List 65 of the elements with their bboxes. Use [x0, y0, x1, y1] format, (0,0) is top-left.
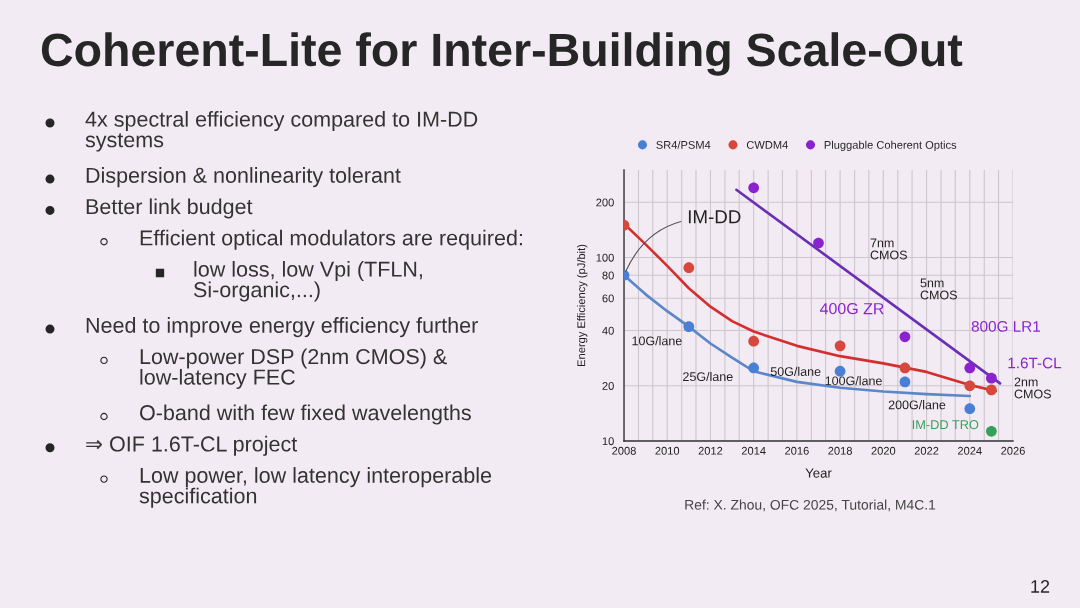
point — [748, 335, 760, 347]
series-label: IM-DD TRO — [912, 420, 979, 430]
annotation: 100G/lane — [825, 376, 882, 386]
point — [683, 262, 695, 274]
text: 2nm CMOS — [1014, 377, 1051, 399]
text: 4x spectral efficiency compared to IM-DD systems — [85, 111, 478, 152]
text: Coherent-Lite for Inter-Building Scale-Out — [41, 32, 963, 76]
text: low loss, low Vpi (TFLN, Si-organic,...) — [193, 261, 422, 302]
annotation: 200G/lane — [888, 400, 946, 410]
y-axis-title: Energy Efficiency (pJ/bit) — [577, 244, 588, 366]
annotation: 1.6T-CL — [1008, 357, 1062, 369]
point — [986, 425, 997, 437]
x-tick-label: 2018 — [828, 446, 852, 455]
y-tick-label: 200 — [596, 198, 614, 207]
point — [899, 331, 911, 343]
x-tick-label: 2012 — [698, 446, 723, 455]
point — [964, 403, 976, 415]
x-tick-label: 2016 — [785, 446, 809, 455]
point — [964, 380, 976, 392]
point — [986, 372, 997, 384]
point — [964, 362, 976, 374]
text: Ref: X. Zhou, OFC 2025, Tutorial, M4C.1 — [685, 499, 936, 512]
annotation: 5nm CMOS — [920, 278, 957, 300]
annotation: 400G ZR — [819, 302, 884, 315]
point — [986, 384, 997, 396]
text: Low-power DSP (2nm CMOS) & low-latency FEC — [140, 348, 447, 389]
text: 12 — [1031, 580, 1050, 593]
x-tick-label: 2014 — [741, 446, 766, 455]
point — [748, 182, 760, 194]
text: Efficient optical modulators are required: — [140, 229, 522, 250]
text: Need to improve energy efficiency further — [86, 317, 478, 338]
y-tick-label: 100 — [596, 253, 614, 262]
x-tick-label: 2024 — [957, 446, 982, 455]
y-tick-label: 80 — [602, 271, 614, 280]
y-tick-label: 40 — [602, 326, 614, 335]
x-tick-label: 2008 — [612, 446, 636, 455]
x-axis-title: Year — [805, 468, 832, 478]
x-tick-label: 2022 — [914, 446, 939, 455]
point — [834, 365, 846, 377]
point — [899, 362, 911, 374]
annotation: 7nm CMOS — [870, 238, 907, 260]
text: O-band with few fixed wavelengths — [140, 404, 471, 425]
x-tick-label: 2010 — [655, 446, 680, 455]
legend-label: Pluggable Coherent Optics — [824, 140, 957, 152]
point — [748, 362, 760, 374]
text: ⇒ OIF 1.6T-CL project — [86, 435, 298, 456]
y-tick-label: 10 — [602, 437, 614, 446]
text: Better link budget — [86, 198, 253, 219]
y-tick-label: 60 — [602, 294, 614, 303]
annotation: 50G/lane — [770, 366, 821, 376]
x-tick-label: 2026 — [1001, 446, 1025, 455]
annotation: 10G/lane — [632, 336, 682, 346]
point — [813, 237, 824, 249]
annotation: 800G LR1 — [971, 321, 1040, 332]
annotation: IM-DD — [688, 210, 741, 224]
point — [683, 321, 695, 333]
x-tick-label: 2020 — [871, 446, 896, 455]
annotation: 25G/lane — [683, 371, 733, 382]
point — [834, 340, 846, 352]
text: Dispersion & nonlinearity tolerant — [86, 167, 401, 188]
text: Low power, low latency interoperable specification — [139, 467, 492, 508]
point — [899, 376, 911, 388]
legend-label: SR4/PSM4 — [656, 140, 711, 149]
legend-label: CWDM4 — [746, 141, 788, 149]
y-tick-label: 20 — [602, 382, 614, 390]
